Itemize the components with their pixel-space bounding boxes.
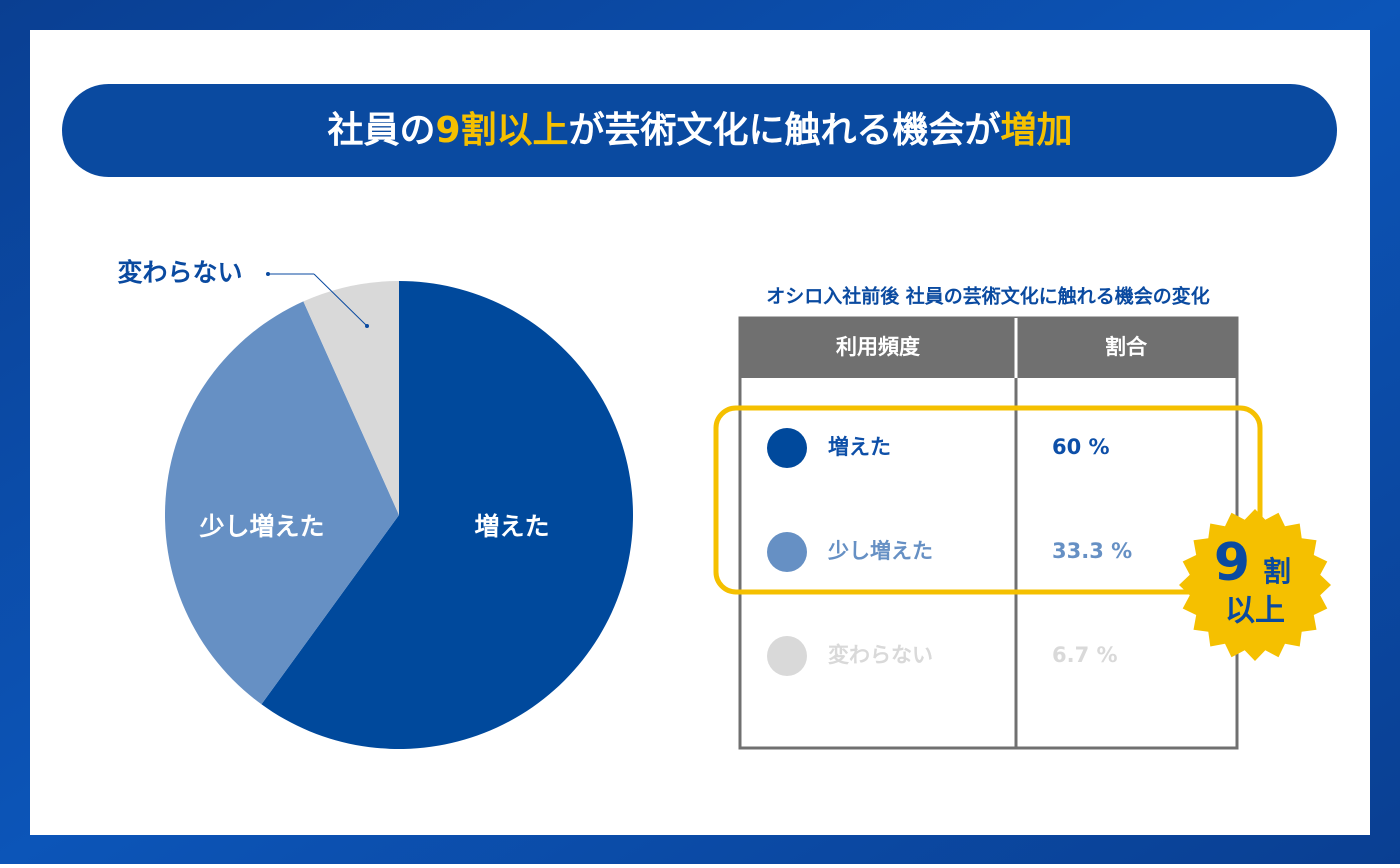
slice-label: 変わらない xyxy=(117,258,242,287)
slice-label: 増えた xyxy=(474,512,549,541)
table-rows: 増えた 60 % 少し増えた 33.3 % 変わらない 6.7 % xyxy=(767,428,1132,676)
row-value: 33.3 % xyxy=(1052,539,1132,563)
row-label: 少し増えた xyxy=(827,539,933,563)
legend-dot xyxy=(767,636,807,676)
table-header-cell: 利用頻度 xyxy=(836,335,920,359)
row-value: 6.7 % xyxy=(1052,643,1118,667)
title-part: 増加 xyxy=(1001,110,1073,151)
pie-slice xyxy=(261,281,633,749)
banner xyxy=(62,84,1337,177)
banner-title: 社員の9割以上が芸術文化に触れる機会が増加 xyxy=(327,110,1072,151)
table-title: オシロ入社前後 社員の芸術文化に触れる機会の変化 xyxy=(766,285,1210,308)
leader-dot xyxy=(365,324,369,328)
table-header xyxy=(740,318,1237,378)
leader-line xyxy=(313,273,368,327)
title-part: が芸術文化に触れる機会が xyxy=(569,110,1001,151)
row-label: 増えた xyxy=(828,435,891,459)
badge-suffix: 以上 xyxy=(1225,594,1285,629)
highlight-frame xyxy=(713,405,1263,595)
badge-unit: 割 xyxy=(1263,555,1291,588)
badge-number: 9 xyxy=(1214,533,1250,593)
badge xyxy=(1179,509,1331,661)
pie-slice xyxy=(164,301,399,705)
table-header-cell: 割合 xyxy=(1105,335,1148,359)
pie-slice xyxy=(303,281,399,515)
leader-dot xyxy=(266,272,270,276)
legend-dot xyxy=(767,532,807,572)
pie-chart: 増えた 少し増えた 変わらない xyxy=(117,258,633,749)
legend-dot xyxy=(767,428,807,468)
table-frame xyxy=(738,316,1239,750)
title-part: 9割以上 xyxy=(435,110,568,151)
row-value: 60 % xyxy=(1052,435,1110,459)
title-part: 社員の xyxy=(327,110,435,151)
slice-label: 少し増えた xyxy=(198,512,324,541)
row-label: 変わらない xyxy=(828,643,933,667)
